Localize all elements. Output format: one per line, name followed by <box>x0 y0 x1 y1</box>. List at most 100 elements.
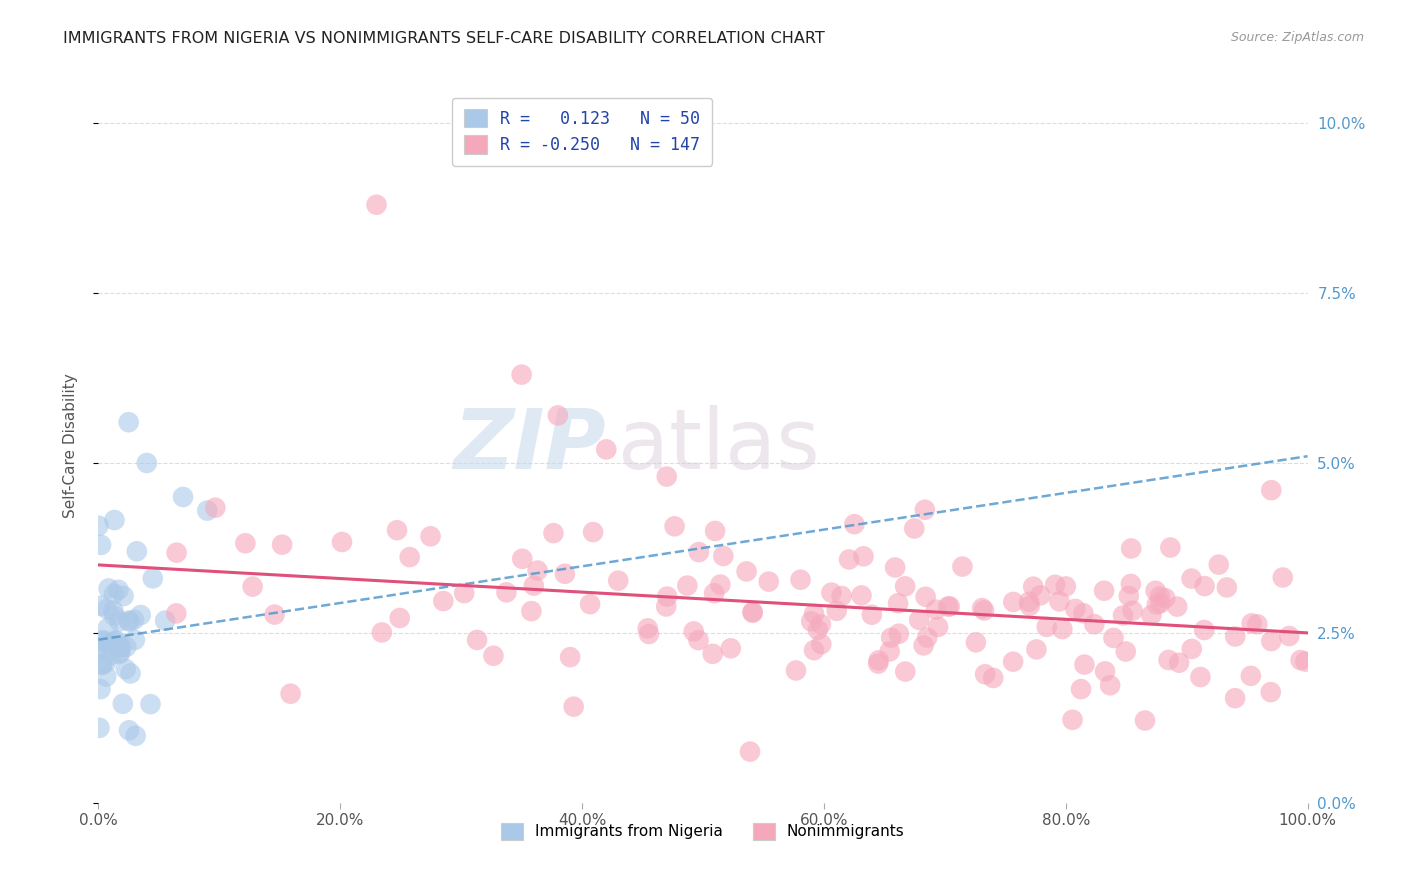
Point <box>868 657 890 671</box>
Point <box>1121 541 1143 556</box>
Point <box>235 536 257 550</box>
Point <box>868 653 890 667</box>
Point <box>165 607 187 621</box>
Point <box>89 721 111 735</box>
Point <box>703 586 725 600</box>
Point <box>103 513 125 527</box>
Point <box>894 665 917 679</box>
Point <box>1043 578 1066 592</box>
Point <box>1194 623 1216 637</box>
Point <box>114 662 136 676</box>
Point <box>166 546 188 560</box>
Point <box>91 633 114 648</box>
Point <box>1029 588 1052 602</box>
Point <box>720 641 742 656</box>
Point <box>523 579 546 593</box>
Point <box>1216 581 1239 595</box>
Point <box>111 697 134 711</box>
Point <box>1149 590 1171 604</box>
Text: Source: ZipAtlas.com: Source: ZipAtlas.com <box>1230 31 1364 45</box>
Point <box>120 666 142 681</box>
Point <box>1099 678 1122 692</box>
Point <box>807 623 830 637</box>
Point <box>1083 617 1105 632</box>
Point <box>879 644 901 658</box>
Point <box>560 650 582 665</box>
Point <box>810 617 832 632</box>
Point <box>903 521 925 535</box>
Point <box>1119 577 1142 591</box>
Point <box>125 544 148 558</box>
Point <box>118 415 141 429</box>
Point <box>554 566 576 581</box>
Point <box>884 560 907 574</box>
Point <box>785 664 807 678</box>
Point <box>93 639 115 653</box>
Point <box>172 490 194 504</box>
Point <box>371 625 394 640</box>
Point <box>94 656 117 670</box>
Point <box>108 615 131 629</box>
Point <box>1064 602 1087 616</box>
Point <box>1154 591 1177 606</box>
Point <box>103 587 125 601</box>
Point <box>711 549 734 563</box>
Point <box>974 667 997 681</box>
Point <box>118 615 141 629</box>
Point <box>1052 622 1074 636</box>
Point <box>741 606 763 620</box>
Point <box>153 614 176 628</box>
Point <box>735 565 758 579</box>
Point <box>1115 644 1137 658</box>
Point <box>263 607 285 622</box>
Point <box>107 582 129 597</box>
Point <box>1144 583 1167 598</box>
Point <box>520 604 543 618</box>
Point <box>388 611 411 625</box>
Point <box>1208 558 1230 572</box>
Point <box>664 519 686 533</box>
Point <box>1122 604 1144 618</box>
Point <box>682 624 704 639</box>
Point <box>655 599 678 614</box>
Point <box>129 607 152 622</box>
Point <box>89 682 111 697</box>
Point <box>810 637 832 651</box>
Point <box>676 578 699 592</box>
Point <box>97 582 120 596</box>
Point <box>1073 607 1095 621</box>
Point <box>135 456 157 470</box>
Point <box>1149 596 1171 610</box>
Point <box>1094 665 1116 679</box>
Point <box>482 648 505 663</box>
Point <box>242 580 264 594</box>
Point <box>702 647 724 661</box>
Point <box>688 633 710 648</box>
Point <box>908 613 931 627</box>
Point <box>1070 682 1092 697</box>
Point <box>1002 655 1025 669</box>
Point <box>1246 617 1268 632</box>
Point <box>1168 656 1191 670</box>
Point <box>936 599 959 614</box>
Point <box>124 632 146 647</box>
Point <box>118 723 141 738</box>
Point <box>89 599 111 613</box>
Legend: Immigrants from Nigeria, Nonimmigrants: Immigrants from Nigeria, Nonimmigrants <box>492 814 914 848</box>
Point <box>87 642 110 657</box>
Point <box>1159 541 1181 555</box>
Point <box>100 637 122 651</box>
Point <box>124 729 146 743</box>
Point <box>607 574 630 588</box>
Point <box>887 626 910 640</box>
Point <box>912 639 935 653</box>
Point <box>366 198 388 212</box>
Point <box>419 529 441 543</box>
Point <box>831 589 853 603</box>
Point <box>582 525 605 540</box>
Point <box>495 585 517 599</box>
Point <box>91 657 114 672</box>
Point <box>1022 580 1045 594</box>
Point <box>851 589 873 603</box>
Point <box>965 635 987 649</box>
